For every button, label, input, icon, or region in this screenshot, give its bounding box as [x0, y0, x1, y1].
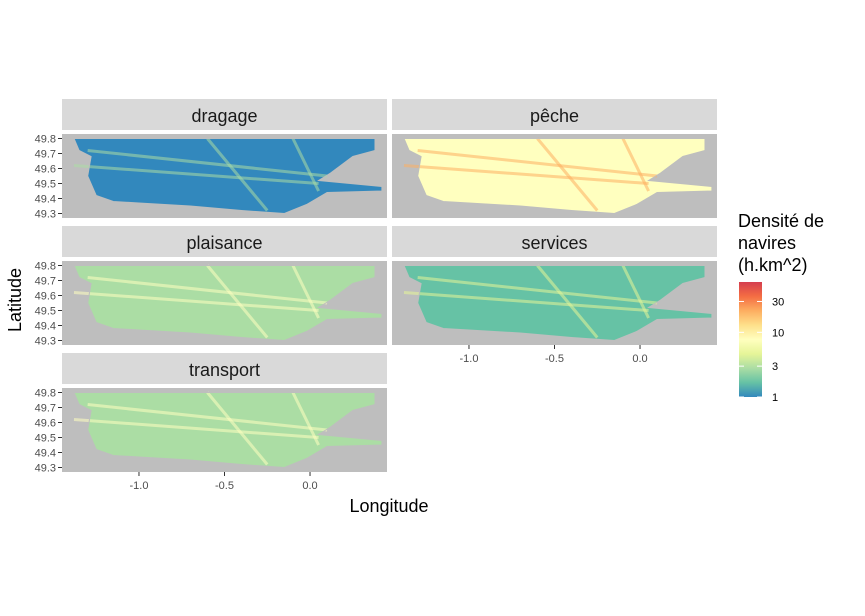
- y-tick-label: 49.6: [35, 291, 56, 303]
- y-tick-label: 49.7: [35, 149, 56, 161]
- density-streak: [87, 403, 328, 432]
- legend-break-label: 10: [772, 327, 784, 339]
- y-tick-label: 49.7: [35, 276, 56, 288]
- density-streak: [417, 276, 658, 305]
- coastline: [403, 265, 713, 342]
- x-tick-label: -1.0: [129, 480, 148, 492]
- y-tick-label: 49.8: [35, 134, 56, 146]
- facet-strip: [62, 99, 387, 130]
- density-streak: [206, 137, 269, 212]
- density-streak: [87, 276, 328, 305]
- y-tick-label: 49.3: [35, 209, 56, 221]
- x-tick-label: -0.5: [215, 480, 234, 492]
- facet-label: plaisance: [186, 233, 262, 253]
- facet-panel: plaisance: [62, 226, 387, 345]
- y-tick-label: 49.4: [35, 194, 56, 206]
- legend-title: navires: [738, 233, 796, 253]
- x-axis-title: Longitude: [349, 496, 428, 516]
- x-tick-label: -0.5: [545, 353, 564, 365]
- facet-strip: [392, 99, 717, 130]
- density-streak: [536, 137, 599, 212]
- coastline: [73, 265, 383, 342]
- density-streak: [206, 264, 269, 339]
- density-streak: [73, 418, 319, 439]
- density-streak: [73, 164, 319, 185]
- density-streak: [87, 149, 328, 178]
- x-tick-label: -1.0: [459, 353, 478, 365]
- facet-strip: [62, 226, 387, 257]
- facet-label: services: [521, 233, 587, 253]
- y-tick-label: 49.6: [35, 164, 56, 176]
- facet-panel: pêche: [392, 99, 717, 218]
- x-tick-label: 0.0: [302, 480, 317, 492]
- y-axis-title: Latitude: [5, 268, 25, 332]
- density-streak: [403, 291, 649, 312]
- density-streak: [536, 264, 599, 339]
- y-tick-label: 49.4: [35, 448, 56, 460]
- legend-title: (h.km^2): [738, 255, 807, 275]
- y-tick-label: 49.6: [35, 418, 56, 430]
- y-tick-label: 49.5: [35, 179, 56, 191]
- facet-label: dragage: [191, 106, 257, 126]
- y-tick-label: 49.8: [35, 261, 56, 273]
- facet-strip: [392, 226, 717, 257]
- legend-title: Densité de: [738, 211, 824, 231]
- coastline: [73, 392, 383, 469]
- facet-panel: services: [392, 226, 717, 345]
- legend-break-label: 30: [772, 296, 784, 308]
- y-tick-label: 49.5: [35, 306, 56, 318]
- facet-panel: dragage: [62, 99, 387, 218]
- coastline: [403, 138, 713, 215]
- density-streak: [403, 164, 649, 185]
- legend-colorbar: [739, 282, 762, 397]
- legend-break-label: 1: [772, 392, 778, 404]
- coastline: [73, 138, 383, 215]
- density-streak: [291, 137, 320, 192]
- density-streak: [291, 264, 320, 319]
- density-streak: [73, 291, 319, 312]
- legend-break-label: 3: [772, 361, 778, 373]
- y-tick-label: 49.3: [35, 336, 56, 348]
- y-tick-label: 49.8: [35, 388, 56, 400]
- facet-label: pêche: [530, 106, 579, 126]
- density-streak: [417, 149, 658, 178]
- y-tick-label: 49.5: [35, 433, 56, 445]
- density-streak: [621, 137, 650, 192]
- facet-panel: transport: [62, 353, 387, 472]
- y-tick-label: 49.7: [35, 403, 56, 415]
- y-tick-label: 49.3: [35, 463, 56, 475]
- density-streak: [206, 391, 269, 466]
- density-streak: [621, 264, 650, 319]
- facet-label: transport: [189, 360, 260, 380]
- facet-strip: [62, 353, 387, 384]
- density-streak: [291, 391, 320, 446]
- x-tick-label: 0.0: [632, 353, 647, 365]
- y-tick-label: 49.4: [35, 321, 56, 333]
